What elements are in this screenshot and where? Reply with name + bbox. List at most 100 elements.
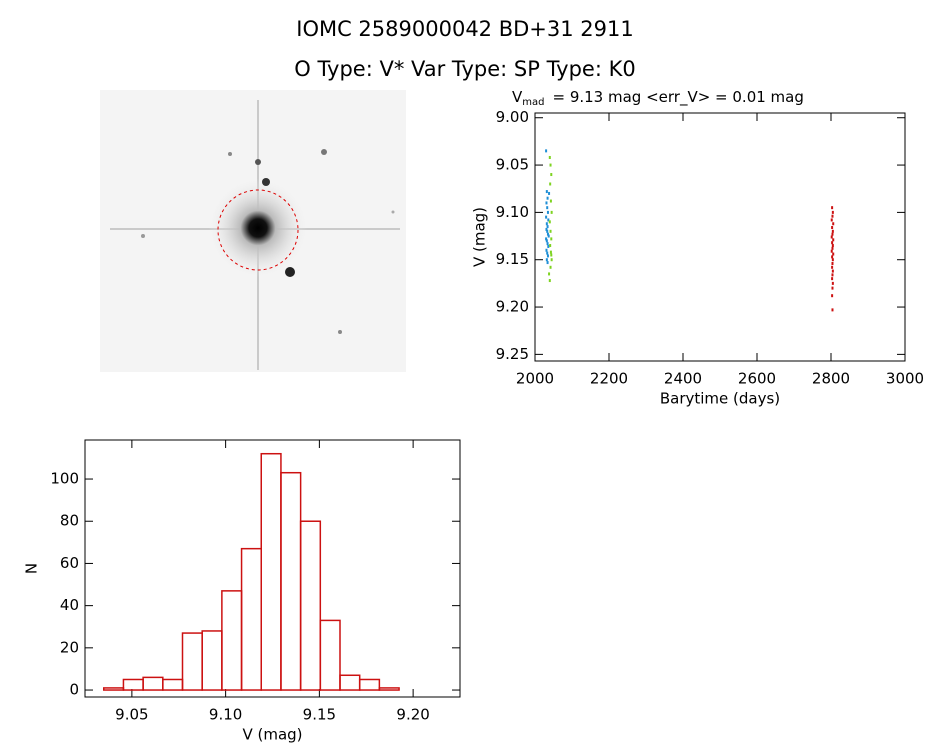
data-point: [545, 190, 548, 194]
hist-bar: [122, 678, 144, 691]
data-point: [547, 234, 550, 238]
hist-bar: [142, 676, 164, 691]
data-point: [831, 229, 834, 233]
data-point: [831, 262, 834, 266]
data-point: [830, 218, 833, 222]
data-point: [550, 237, 553, 241]
data-point: [546, 251, 549, 255]
y-tick-label: 9.00: [496, 108, 529, 126]
data-point: [545, 215, 548, 219]
data-point: [831, 226, 834, 230]
hist-bar: [162, 678, 184, 691]
data-point: [545, 201, 548, 205]
data-point: [545, 227, 548, 231]
y-tick-label: 9.20: [496, 298, 529, 316]
x-tick-label: 9.10: [209, 706, 242, 724]
y-tick-label: 9.15: [496, 250, 529, 268]
data-point: [550, 258, 553, 262]
data-point: [831, 210, 834, 214]
plot-title: Vmad = 9.13 mag <err_V> = 0.01 mag: [512, 88, 804, 109]
hist-bar: [240, 547, 262, 691]
hist-bar: [378, 687, 400, 691]
data-point: [831, 232, 834, 236]
plot-title-part: mad: [522, 97, 544, 108]
data-point: [831, 265, 834, 269]
y-tick-label: 20: [60, 638, 79, 656]
hist-bar: [103, 687, 125, 691]
data-point: [831, 281, 834, 285]
data-point: [831, 308, 834, 312]
data-point: [546, 232, 549, 236]
data-point: [546, 229, 549, 233]
data-point: [546, 196, 549, 200]
data-point: [548, 220, 551, 224]
x-axis-label: Barytime (days): [660, 390, 780, 408]
x-tick-label: 9.15: [303, 706, 336, 724]
data-point: [830, 235, 833, 239]
data-point: [832, 222, 835, 226]
x-tick-label: 2800: [812, 370, 850, 388]
x-tick-label: 9.05: [115, 706, 148, 724]
y-axis-label: N: [23, 563, 41, 574]
hist-bar: [260, 452, 282, 691]
data-point: [831, 294, 834, 298]
x-tick-label: 2200: [590, 370, 628, 388]
data-point: [547, 218, 550, 222]
x-tick-label: 2600: [738, 370, 776, 388]
y-tick-label: 80: [60, 512, 79, 530]
data-point: [548, 279, 551, 283]
hist-bar: [358, 678, 381, 691]
data-point: [549, 265, 552, 269]
data-point: [545, 248, 548, 252]
hist-bar: [339, 674, 361, 691]
plot-title-part: V: [512, 88, 523, 106]
page-subtitle: O Type: V* Var Type: SP Type: K0: [294, 57, 635, 81]
data-point: [548, 155, 551, 159]
data-point: [547, 244, 550, 248]
data-point: [831, 258, 834, 262]
x-tick-label: 2400: [664, 370, 702, 388]
data-point: [831, 255, 834, 259]
data-point: [546, 225, 549, 229]
hist-bar: [201, 630, 223, 691]
data-point: [549, 199, 552, 203]
axis-box: [534, 112, 906, 362]
data-point: [545, 258, 548, 262]
data-point: [548, 272, 551, 276]
data-point: [545, 239, 548, 243]
data-point: [831, 241, 834, 245]
data-point: [831, 277, 834, 281]
data-point: [548, 191, 551, 195]
data-point: [546, 261, 549, 265]
hist-bar: [280, 471, 302, 691]
y-tick-label: 40: [60, 596, 79, 614]
x-tick-label: 9.20: [396, 706, 429, 724]
data-point: [549, 250, 552, 254]
x-axis-label: V (mag): [242, 726, 302, 744]
data-point: [550, 173, 553, 177]
hist-bar: [221, 590, 243, 691]
x-tick-label: 2000: [516, 370, 554, 388]
data-point: [546, 254, 549, 258]
data-point: [549, 163, 552, 167]
data-point: [545, 222, 548, 226]
hist-bar: [181, 632, 203, 691]
y-tick-label: 9.10: [496, 203, 529, 221]
data-point: [831, 273, 834, 277]
data-point: [549, 244, 552, 248]
data-point: [832, 238, 835, 242]
data-point: [546, 210, 549, 214]
data-point: [831, 206, 834, 210]
plot-title-part: = 9.13 mag <err_V> = 0.01 mag: [552, 88, 803, 107]
data-point: [832, 252, 835, 256]
star-image: [100, 90, 406, 372]
hist-bar: [299, 520, 322, 691]
data-point: [831, 269, 834, 273]
data-point: [546, 206, 549, 210]
y-axis-label: V (mag): [471, 207, 489, 267]
y-tick-label: 9.05: [496, 156, 529, 174]
data-point: [550, 253, 553, 257]
axis-box: [84, 439, 461, 698]
data-point: [545, 149, 548, 153]
